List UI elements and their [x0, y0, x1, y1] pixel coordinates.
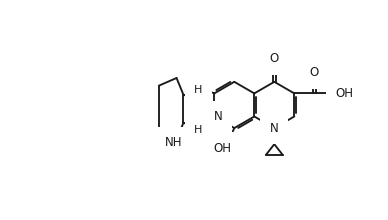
- Text: F: F: [196, 78, 203, 91]
- Text: N: N: [214, 110, 223, 123]
- Text: OH: OH: [335, 87, 353, 100]
- Text: H: H: [194, 85, 202, 95]
- Text: O: O: [270, 52, 279, 65]
- Text: H: H: [194, 125, 202, 135]
- Text: O: O: [310, 66, 319, 79]
- Text: OH: OH: [213, 141, 231, 155]
- Text: NH: NH: [165, 136, 182, 149]
- Text: N: N: [270, 121, 279, 135]
